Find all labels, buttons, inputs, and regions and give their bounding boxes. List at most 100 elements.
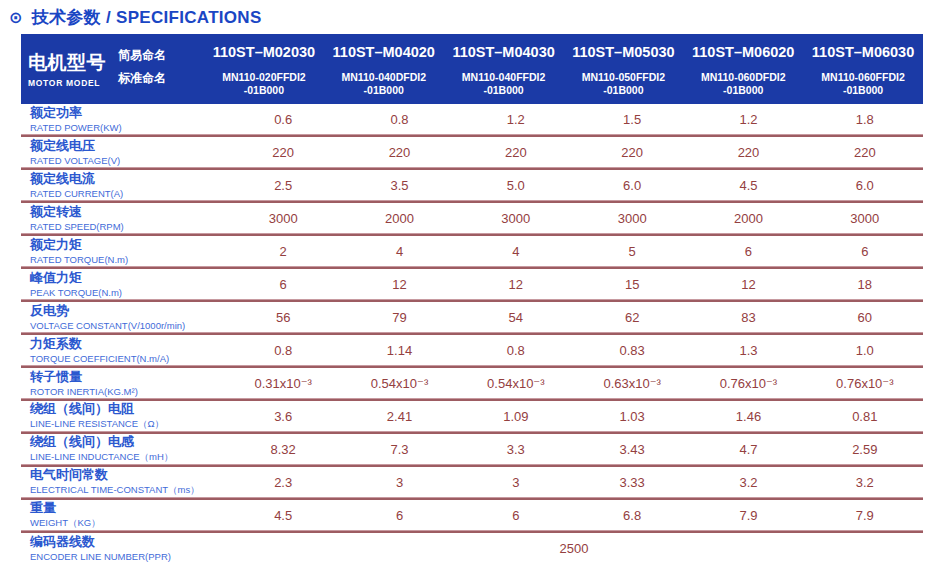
column-simple-name: 110ST–M05030	[563, 44, 683, 60]
cell-value: 79	[341, 302, 457, 333]
row-label-cn: 绕组（线间）电阻	[30, 402, 225, 417]
table-row: 额定功率 RATED POWER(KW) 0.6 0.8 1.2 1.5 1.2…	[21, 104, 923, 137]
cell-value: 18	[807, 269, 923, 300]
cell-value: 220	[458, 137, 574, 168]
cell-value: 3	[341, 467, 457, 498]
table-header: 电机型号 MOTOR MODEL 简易命名 标准命名 110ST–M02030 …	[21, 34, 923, 104]
column-header: 110ST–M04020 MN110-040DFDI2 -01B000	[324, 34, 444, 104]
column-header: 110ST–M05030 MN110-050FFDI2 -01B000	[563, 34, 683, 104]
row-label: 编码器线数 ENCODER LINE NUMBER(PPR)	[21, 533, 225, 563]
row-label-en: PEAK TORQUE(N.m)	[30, 287, 225, 298]
row-label-en: RATED SPEED(RPM)	[30, 221, 225, 232]
cell-value: 0.76x10⁻³	[807, 368, 923, 399]
cell-value: 12	[341, 269, 457, 300]
row-label: 额定线电流 RATED CURRENT(A)	[21, 170, 225, 201]
row-label-en: VOLTAGE CONSTANT(V/1000r/min)	[30, 320, 225, 331]
row-label: 绕组（线间）电感 LINE-LINE INDUCTANCE（mH）	[21, 434, 225, 465]
row-label: 额定线电压 RATED VOLTAGE(V)	[21, 137, 225, 168]
row-label: 峰值力矩 PEAK TORQUE(N.m)	[21, 269, 225, 300]
cell-value: 2.3	[225, 467, 341, 498]
cell-value: 0.54x10⁻³	[458, 368, 574, 399]
cell-value: 2000	[341, 203, 457, 234]
row-label-cn: 额定线电压	[30, 139, 225, 154]
cell-value: 3.2	[690, 467, 806, 498]
motor-model-subtitle: MOTOR MODEL	[28, 78, 118, 88]
row-label-en: ENCODER LINE NUMBER(PPR)	[30, 551, 225, 562]
row-label: 电气时间常数 ELECTRICAL TIME-CONSTANT（ms）	[21, 467, 225, 498]
row-label-cn: 编码器线数	[30, 535, 225, 550]
cell-value: 2000	[690, 203, 806, 234]
row-label-en: ROTOR INERTIA(KG.M²)	[30, 386, 225, 397]
table-row: 力矩系数 TORQUE COEFFICIENT(N.m/A) 0.8 1.14 …	[21, 335, 923, 368]
row-label-en: TORQUE COEFFICIENT(N.m/A)	[30, 353, 225, 364]
cell-value: 220	[690, 137, 806, 168]
column-simple-name: 110ST–M06020	[683, 44, 803, 60]
cell-value: 1.14	[341, 335, 457, 366]
cell-value: 8.32	[225, 434, 341, 465]
row-label-cn: 绕组（线间）电感	[30, 435, 225, 450]
cell-value: 220	[807, 137, 923, 168]
cell-value: 3.3	[458, 434, 574, 465]
cell-value: 7.3	[341, 434, 457, 465]
row-label-cn: 力矩系数	[30, 337, 225, 352]
cell-value: 3000	[807, 203, 923, 234]
table-row-encoder: 编码器线数 ENCODER LINE NUMBER(PPR) 2500	[21, 533, 923, 563]
row-label-en: LINE-LINE INDUCTANCE（mH）	[30, 451, 225, 464]
row-label-en: LINE-LINE RESISTANCE（Ω）	[30, 418, 225, 431]
cell-value: 83	[690, 302, 806, 333]
cell-value: 1.3	[690, 335, 806, 366]
table-row: 电气时间常数 ELECTRICAL TIME-CONSTANT（ms） 2.3 …	[21, 467, 923, 500]
cell-value: 0.83	[574, 335, 690, 366]
cell-value: 4	[341, 236, 457, 267]
table-row: 额定线电流 RATED CURRENT(A) 2.5 3.5 5.0 6.0 4…	[21, 170, 923, 203]
cell-value: 3.43	[574, 434, 690, 465]
cell-value: 2.5	[225, 170, 341, 201]
standard-name-label: 标准命名	[118, 70, 204, 87]
circled-dot-icon: ⊙	[9, 9, 23, 26]
column-standard-name: MN110-040FFDI2 -01B000	[444, 71, 564, 97]
row-label: 额定功率 RATED POWER(KW)	[21, 104, 225, 135]
cell-value: 54	[458, 302, 574, 333]
cell-value: 1.5	[574, 104, 690, 135]
cell-value: 7.9	[690, 500, 806, 531]
cell-value: 0.63x10⁻³	[574, 368, 690, 399]
row-label: 绕组（线间）电阻 LINE-LINE RESISTANCE（Ω）	[21, 401, 225, 432]
column-header: 110ST–M06030 MN110-060FFDI2 -01B000	[803, 34, 923, 104]
column-simple-name: 110ST–M04030	[444, 44, 564, 60]
cell-value: 62	[574, 302, 690, 333]
table-row: 额定转速 RATED SPEED(RPM) 3000 2000 3000 300…	[21, 203, 923, 236]
column-simple-name: 110ST–M04020	[324, 44, 444, 60]
cell-value-merged: 2500	[225, 533, 923, 563]
simple-name-label: 简易命名	[118, 47, 204, 64]
name-type-labels: 简易命名 标准命名	[118, 34, 204, 104]
page-title-text: 技术参数 / SPECIFICATIONS	[32, 8, 262, 27]
cell-value: 3.33	[574, 467, 690, 498]
cell-value: 12	[458, 269, 574, 300]
column-standard-name: MN110-060FFDI2 -01B000	[803, 71, 923, 97]
table-row: 转子惯量 ROTOR INERTIA(KG.M²) 0.31x10⁻³ 0.54…	[21, 368, 923, 401]
row-label: 重量 WEIGHT（KG）	[21, 500, 225, 531]
cell-value: 3000	[574, 203, 690, 234]
cell-value: 2.59	[807, 434, 923, 465]
specifications-table: 电机型号 MOTOR MODEL 简易命名 标准命名 110ST–M02030 …	[21, 34, 923, 563]
cell-value: 3000	[225, 203, 341, 234]
cell-value: 6	[225, 269, 341, 300]
motor-model-header-cell: 电机型号 MOTOR MODEL	[21, 34, 118, 104]
cell-value: 220	[341, 137, 457, 168]
cell-value: 15	[574, 269, 690, 300]
cell-value: 3.6	[225, 401, 341, 432]
row-label-en: RATED TORQUE(N.m)	[30, 254, 225, 265]
column-header: 110ST–M06020 MN110-060DFDI2 -01B000	[683, 34, 803, 104]
cell-value: 4.5	[225, 500, 341, 531]
row-label-cn: 额定功率	[30, 106, 225, 121]
row-label-cn: 转子惯量	[30, 370, 225, 385]
cell-value: 5	[574, 236, 690, 267]
cell-value: 220	[574, 137, 690, 168]
column-standard-name: MN110-060DFDI2 -01B000	[683, 71, 803, 97]
cell-value: 3000	[458, 203, 574, 234]
column-simple-name: 110ST–M06030	[803, 44, 923, 60]
row-label-cn: 重量	[30, 501, 225, 516]
cell-value: 60	[807, 302, 923, 333]
cell-value: 0.54x10⁻³	[341, 368, 457, 399]
row-label-en: WEIGHT（KG）	[30, 517, 225, 530]
